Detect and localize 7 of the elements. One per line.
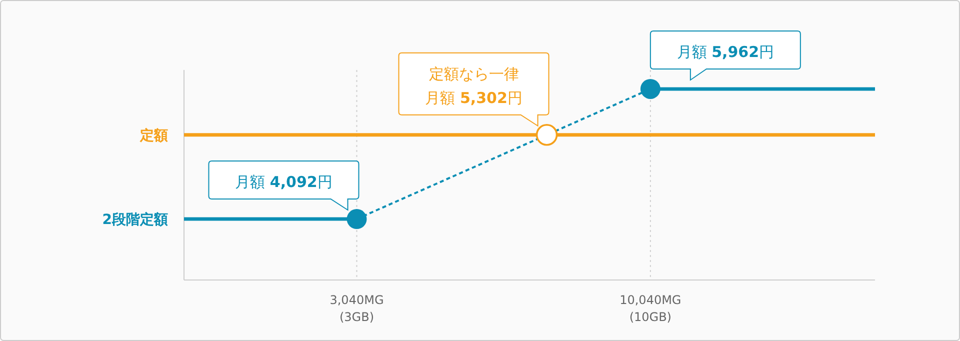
x-tick-label: 3,040MG (3GB) [330, 293, 384, 324]
series-label: 2段階定額 [102, 211, 168, 228]
data-label: 定額なら一律月額 5,302円 [425, 64, 522, 107]
data-label: 月額 4,092円 [235, 173, 332, 192]
x-tick-label: 10,040MG (10GB) [620, 293, 682, 324]
data-label: 月額 5,962円 [676, 42, 774, 61]
series-label: 定額 [139, 126, 168, 144]
